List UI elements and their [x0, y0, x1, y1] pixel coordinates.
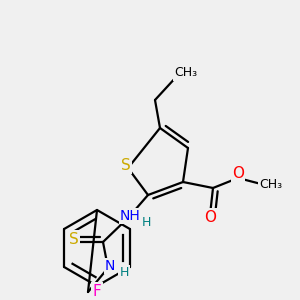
Text: S: S: [69, 232, 79, 247]
Text: CH₃: CH₃: [174, 67, 198, 80]
Text: H: H: [141, 215, 151, 229]
Text: O: O: [204, 209, 216, 224]
Text: O: O: [232, 166, 244, 181]
Text: H: H: [119, 266, 129, 278]
Text: NH: NH: [120, 209, 140, 223]
Text: S: S: [121, 158, 131, 172]
Text: CH₃: CH₃: [260, 178, 283, 191]
Text: N: N: [105, 259, 115, 273]
Text: F: F: [93, 284, 101, 298]
